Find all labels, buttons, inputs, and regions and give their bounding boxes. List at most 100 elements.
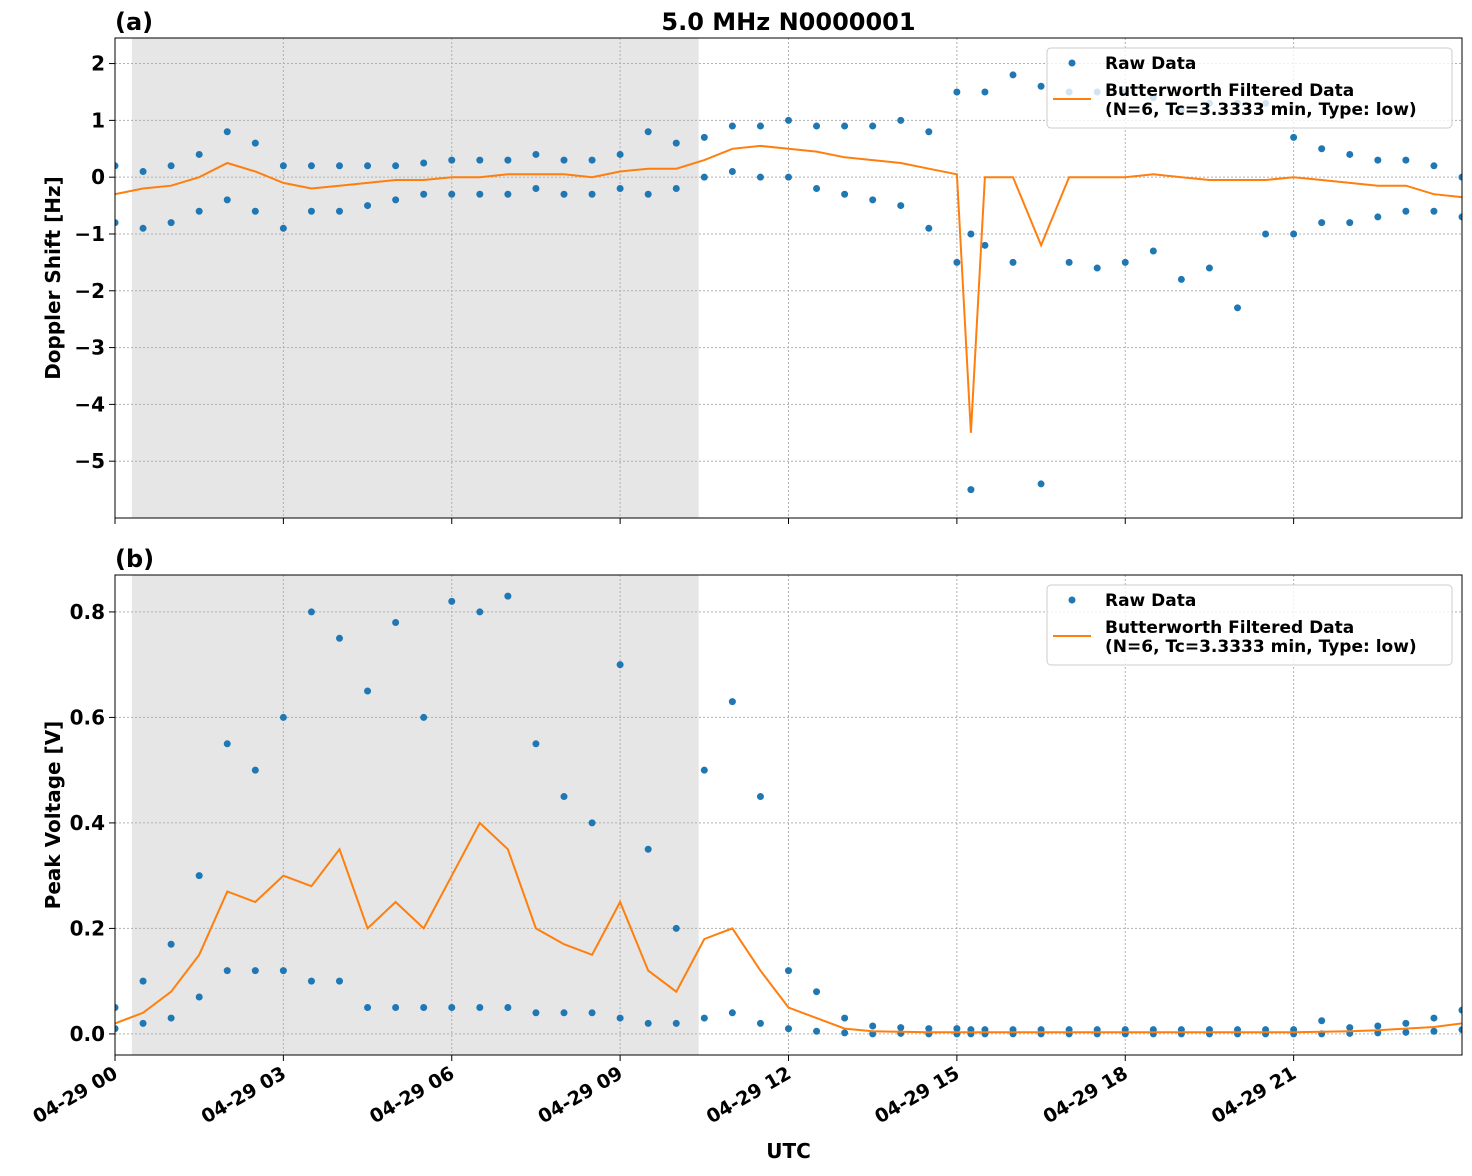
raw-point [1234,304,1241,312]
raw-point [1458,173,1462,181]
raw-point [1402,1019,1410,1027]
legend-label: Butterworth Filtered Data (N=6, Tc=3.3333… [1105,618,1417,657]
raw-point [813,988,821,996]
y-tick-label: 0 [91,165,105,189]
raw-point [588,1009,596,1017]
raw-point [195,872,203,880]
y-tick-label: 0.6 [70,705,105,729]
raw-point [644,1019,652,1027]
y-tick-label: −3 [74,336,105,360]
raw-point [279,162,287,170]
y-tick-label: 0.8 [70,600,105,624]
raw-point [448,597,456,605]
raw-point [532,185,540,193]
y-tick-label: 1 [91,108,105,132]
raw-point [223,967,231,975]
raw-point [1262,230,1270,238]
raw-point [476,156,484,164]
raw-point [1374,213,1382,221]
raw-point [756,793,764,801]
raw-point [1402,207,1410,215]
raw-point [672,1019,680,1027]
y-tick-label: 0.2 [70,916,105,940]
raw-point [1149,247,1157,255]
raw-point [195,150,203,158]
shade [131,575,699,1055]
raw-point [364,687,372,695]
raw-point [1430,162,1438,170]
raw-point [1346,1024,1354,1032]
raw-point [476,1004,484,1012]
raw-point [616,661,624,669]
raw-point [115,219,119,227]
raw-point [728,122,736,130]
raw-point [504,1004,512,1012]
raw-point [139,224,147,232]
raw-point [392,196,400,204]
raw-point [560,793,568,801]
raw-point [1458,1006,1462,1014]
raw-point [476,190,484,198]
raw-point [644,845,652,853]
raw-point [1430,1014,1438,1022]
x-tick-label: 04-29 15 [871,1062,963,1128]
raw-point [1346,219,1354,227]
raw-point [756,122,764,130]
raw-point [1374,1022,1382,1030]
raw-point [167,162,175,170]
raw-point [672,185,680,193]
raw-point [785,116,792,124]
filtered-line [115,144,1462,433]
raw-point [115,1025,119,1033]
raw-point [223,196,231,204]
raw-point [925,224,933,232]
raw-point [813,122,821,130]
raw-point [532,150,540,158]
raw-point [588,190,596,198]
x-tick-label: 04-29 00 [29,1062,121,1128]
raw-point [504,156,512,164]
raw-point [1009,71,1017,79]
raw-point [420,159,428,167]
raw-point [448,190,456,198]
raw-point [728,1009,736,1017]
raw-point [728,698,736,706]
raw-point [700,173,708,181]
raw-point [925,1025,933,1033]
raw-point [560,1009,568,1017]
raw-point [700,766,708,774]
raw-point [223,128,231,136]
raw-point [728,167,736,175]
x-tick-label: 04-29 09 [534,1062,626,1128]
raw-point [644,128,652,136]
raw-point [251,967,259,975]
plot-area [115,71,1462,494]
raw-point [1037,82,1045,90]
panel-label: (b) [115,545,154,573]
raw-point [336,634,343,642]
raw-point [195,993,203,1001]
y-tick-label: 0.4 [70,811,105,835]
raw-point [1458,213,1462,221]
x-tick-label: 04-29 18 [1039,1062,1131,1128]
raw-point [307,162,315,170]
y-tick-label: −4 [74,392,105,416]
raw-point [869,122,877,130]
y-tick-label: 2 [91,52,105,76]
raw-point [1037,480,1045,488]
raw-point [223,740,231,748]
axes-frame [114,574,1463,1056]
raw-point [364,1004,372,1012]
raw-point [420,713,428,721]
legend-label: Raw Data [1105,591,1196,611]
raw-point [953,258,961,266]
raw-point [897,116,905,124]
raw-point [700,133,708,141]
raw-point [1374,156,1382,164]
legend-box [1046,47,1453,129]
raw-point [967,230,975,238]
shade [131,38,699,518]
raw-point [1177,275,1185,283]
raw-point [756,1019,764,1027]
raw-point [392,1004,400,1012]
